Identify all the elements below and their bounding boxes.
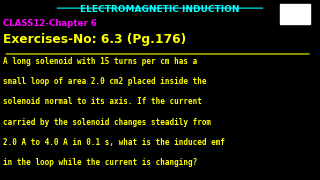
Text: carried by the solenoid changes steadily from: carried by the solenoid changes steadily…	[3, 118, 211, 127]
Text: ELECTROMAGNETIC INDUCTION: ELECTROMAGNETIC INDUCTION	[80, 5, 240, 14]
Text: A long solenoid with 15 turns per cm has a: A long solenoid with 15 turns per cm has…	[3, 57, 197, 66]
Text: in the loop while the current is changing?: in the loop while the current is changin…	[3, 158, 197, 167]
Text: CLASS12-Chapter 6: CLASS12-Chapter 6	[3, 19, 97, 28]
Text: Exercises-No: 6.3 (Pg.176): Exercises-No: 6.3 (Pg.176)	[3, 33, 186, 46]
Text: 2.0 A to 4.0 A in 0.1 s, what is the induced emf: 2.0 A to 4.0 A in 0.1 s, what is the ind…	[3, 138, 225, 147]
Text: solenoid normal to its axis. If the current: solenoid normal to its axis. If the curr…	[3, 97, 202, 106]
Text: small loop of area 2.0 cm2 placed inside the: small loop of area 2.0 cm2 placed inside…	[3, 77, 207, 86]
Bar	[280, 4, 310, 24]
